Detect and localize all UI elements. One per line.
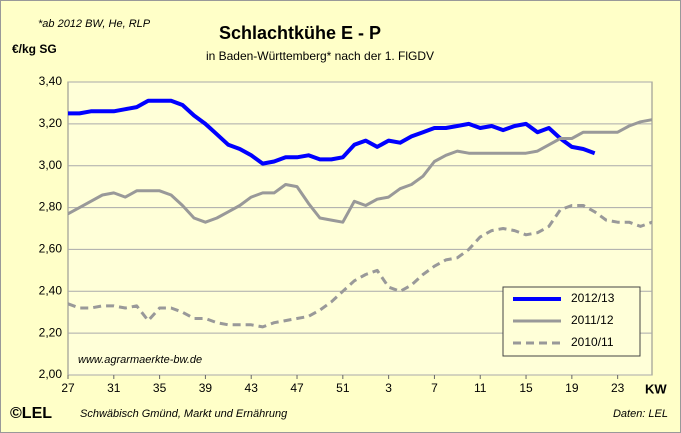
y-tick-label: 2,80 xyxy=(39,200,63,214)
legend-label: 2011/12 xyxy=(571,313,614,327)
x-tick-label: 19 xyxy=(565,381,579,395)
note: *ab 2012 BW, He, RLP xyxy=(38,18,151,30)
y-tick-label: 2,60 xyxy=(39,242,63,256)
y-tick-label: 3,40 xyxy=(39,74,63,88)
footer-left: Schwäbisch Gmünd, Markt und Ernährung xyxy=(80,408,288,420)
x-tick-label: 11 xyxy=(474,381,487,395)
watermark: www.agrarmaerkte-bw.de xyxy=(78,354,202,366)
y-tick-label: 2,00 xyxy=(39,367,63,381)
legend-label: 2012/13 xyxy=(571,291,615,305)
series-line xyxy=(67,118,653,224)
series-line xyxy=(67,204,653,329)
y-tick-label: 2,40 xyxy=(39,283,63,297)
logo: ©LEL xyxy=(10,405,52,422)
x-tick-label: 27 xyxy=(61,381,75,395)
footer-right: Daten: LEL xyxy=(613,408,668,420)
series-line xyxy=(68,98,596,166)
x-tick-label: 47 xyxy=(290,381,304,395)
y-tick-label: 2,20 xyxy=(39,325,63,339)
chart-title: Schlachtkühe E - P xyxy=(219,23,381,43)
x-tick-label: 39 xyxy=(199,381,213,395)
chart-subtitle: in Baden-Württemberg* nach der 1. FlGDV xyxy=(206,49,434,63)
y-tick-label: 3,00 xyxy=(39,158,63,172)
x-tick-label: 3 xyxy=(385,381,392,395)
x-tick-label: 15 xyxy=(519,381,533,395)
y-tick-label: 3,20 xyxy=(39,116,63,130)
x-tick-label: 7 xyxy=(431,381,438,395)
x-tick-label: 51 xyxy=(336,381,350,395)
x-tick-label: 43 xyxy=(245,381,259,395)
y-axis-label: €/kg SG xyxy=(12,42,57,56)
legend-label: 2010/11 xyxy=(571,335,614,349)
x-tick-label: 23 xyxy=(611,381,625,395)
x-tick-label: 31 xyxy=(107,381,121,395)
x-tick-label: 35 xyxy=(153,381,167,395)
x-axis-label: KW xyxy=(645,381,667,396)
